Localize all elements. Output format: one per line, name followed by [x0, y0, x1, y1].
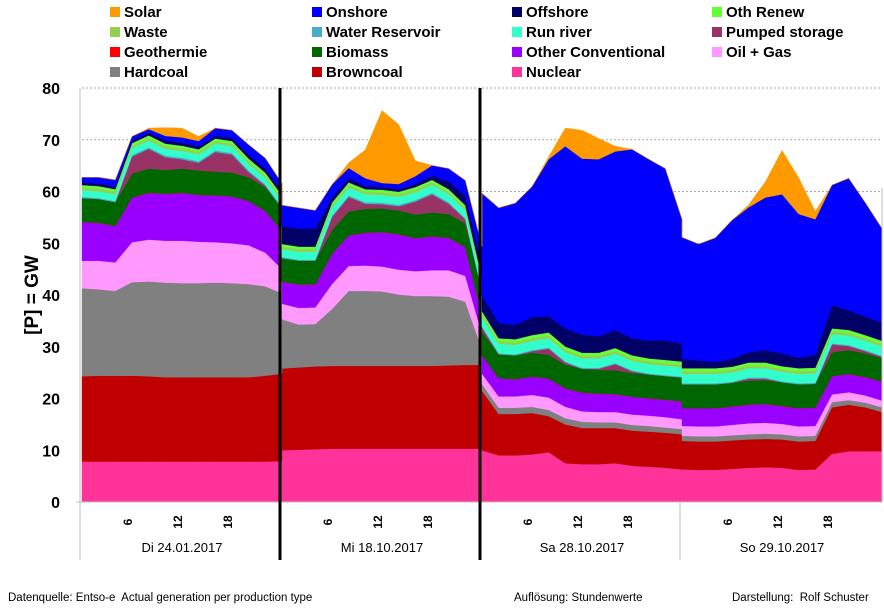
legend-label: Solar — [124, 4, 162, 21]
y-tick-label: 80 — [42, 81, 60, 98]
y-tick-label: 10 — [42, 443, 60, 460]
x-tick-label: 6 — [521, 518, 535, 525]
legend-swatch-pumped-storage — [712, 27, 722, 37]
legend-swatch-biomass — [312, 47, 322, 57]
legend-swatch-hardcoal — [110, 67, 120, 77]
y-tick-labels: 0 10 20 30 40 50 60 70 80 — [42, 81, 60, 512]
day-label: Sa 28.10.2017 — [540, 540, 625, 555]
legend-label: Pumped storage — [726, 24, 844, 41]
x-tick-label: 18 — [621, 515, 635, 529]
x-tick-label: 12 — [371, 515, 385, 529]
x-tick-label: 6 — [321, 518, 335, 525]
x-tick-label: 12 — [571, 515, 585, 529]
day-label: Mi 18.10.2017 — [341, 540, 423, 555]
x-tick-label: 6 — [121, 518, 135, 525]
y-tick-label: 0 — [51, 495, 60, 512]
legend-swatch-nuclear — [512, 67, 522, 77]
y-tick-label: 50 — [42, 236, 60, 253]
legend-swatch-other-conventional — [512, 47, 522, 57]
legend-label: Run river — [526, 24, 592, 41]
legend-swatch-solar — [110, 7, 120, 17]
legend-label: Nuclear — [526, 64, 581, 81]
legend-swatch-waste — [110, 27, 120, 37]
legend-label: Offshore — [526, 4, 589, 21]
legend-swatch-geothermie — [110, 47, 120, 57]
footer-author: Darstellung: Rolf Schuster — [732, 592, 869, 604]
legend-swatch-browncoal — [312, 67, 322, 77]
x-tick-label: 18 — [421, 515, 435, 529]
y-tick-label: 40 — [42, 288, 60, 305]
legend-label: Other Conventional — [526, 44, 665, 61]
y-tick-label: 60 — [42, 185, 60, 202]
legend-swatch-onshore — [312, 7, 322, 17]
axes — [76, 88, 883, 560]
x-tick-label: 18 — [821, 515, 835, 529]
x-tick-label: 12 — [771, 515, 785, 529]
area-layers — [81, 110, 883, 503]
legend-label: Waste — [124, 24, 168, 41]
legend-label: Onshore — [326, 4, 388, 21]
day-label: Di 24.01.2017 — [142, 540, 223, 555]
day-label: So 29.10.2017 — [740, 540, 825, 555]
x-tick-label: 12 — [171, 515, 185, 529]
legend-swatch-run-river — [512, 27, 522, 37]
legend-label: Geothermie — [124, 44, 207, 61]
legend-label: Hardcoal — [124, 64, 188, 81]
footer-source: Datenquelle: Entso-e Actual generation p… — [8, 592, 313, 604]
x-tick-label: 6 — [721, 518, 735, 525]
x-tick-label: 18 — [221, 515, 235, 529]
y-tick-label: 20 — [42, 392, 60, 409]
footer-resolution: Auflösung: Stundenwerte — [514, 592, 643, 604]
legend-label: Browncoal — [326, 64, 403, 81]
x-tick-labels: 6 12 18 Di 24.01.2017 6 12 18 Mi 18.10.2017 6 12 1… — [121, 515, 835, 555]
legend-label: Oil + Gas — [726, 44, 791, 61]
legend-swatch-water-reservoir — [312, 27, 322, 37]
y-tick-label: 30 — [42, 340, 60, 357]
y-tick-label: 70 — [42, 133, 60, 150]
legend: Solar Onshore Offshore Oth Renew Waste Water … — [110, 4, 844, 81]
legend-label: Biomass — [326, 44, 389, 61]
y-axis-label: [P] = GW — [22, 255, 43, 335]
legend-swatch-oil-gas — [712, 47, 722, 57]
legend-label: Oth Renew — [726, 4, 805, 21]
legend-swatch-oth-renew — [712, 7, 722, 17]
legend-swatch-offshore — [512, 7, 522, 17]
legend-label: Water Reservoir — [326, 24, 441, 41]
